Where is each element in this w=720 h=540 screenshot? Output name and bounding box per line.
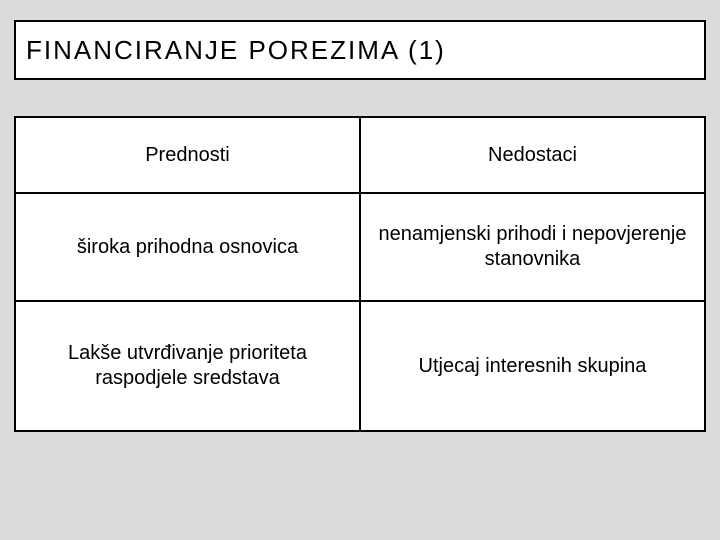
table-cell: široka prihodna osnovica — [15, 193, 360, 301]
table-cell: nenamjenski prihodi i nepovjerenje stano… — [360, 193, 705, 301]
title-box: FINANCIRANJE POREZIMA (1) — [14, 20, 706, 80]
comparison-table: Prednosti Nedostaci široka prihodna osno… — [14, 116, 706, 432]
table-header-row: Prednosti Nedostaci — [15, 117, 705, 193]
table-header-cell: Prednosti — [15, 117, 360, 193]
table-header-cell: Nedostaci — [360, 117, 705, 193]
slide: FINANCIRANJE POREZIMA (1) Prednosti Nedo… — [0, 0, 720, 540]
table-row: široka prihodna osnovica nenamjenski pri… — [15, 193, 705, 301]
table-cell: Lakše utvrđivanje prioriteta raspodjele … — [15, 301, 360, 431]
table-row: Lakše utvrđivanje prioriteta raspodjele … — [15, 301, 705, 431]
table-cell: Utjecaj interesnih skupina — [360, 301, 705, 431]
slide-title: FINANCIRANJE POREZIMA (1) — [26, 35, 446, 66]
